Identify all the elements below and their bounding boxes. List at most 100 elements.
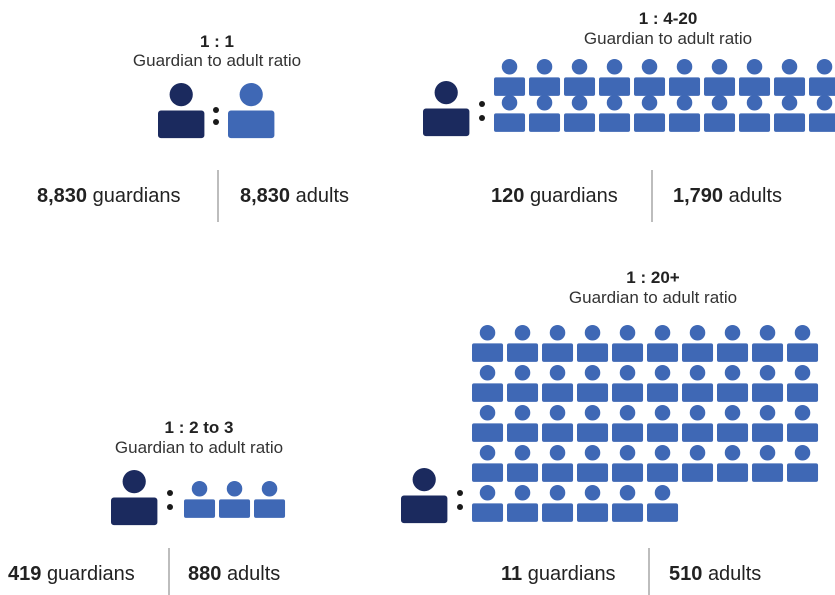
adult-icon	[219, 481, 251, 518]
stat-divider	[648, 548, 650, 595]
adult-icon	[739, 95, 771, 132]
stat-divider	[168, 548, 170, 595]
adult-icon	[612, 365, 644, 402]
adult-icon	[254, 481, 286, 518]
ratio-caption: Guardian to adult ratio	[114, 438, 284, 457]
adult-icon	[599, 59, 631, 96]
guardian-stat: 11 guardians	[501, 562, 616, 586]
ratio-colon-icon	[479, 101, 485, 121]
guardian-stat: 120 guardians	[491, 184, 618, 208]
adult-icon	[184, 481, 216, 518]
guardian-count: 11	[501, 563, 523, 585]
adult-stat: 1,790 adults	[673, 184, 782, 208]
ratio-colon-icon	[213, 107, 219, 125]
adult-icon	[529, 95, 561, 132]
guardian-count: 8,830	[37, 185, 88, 207]
adult-icon	[682, 405, 714, 442]
adult-icon	[682, 365, 714, 402]
ratio-colon-icon	[457, 490, 463, 510]
ratio-heading: 1 : 4-20	[638, 9, 698, 28]
guardian-word: guardians	[529, 185, 618, 207]
guardian-icon	[111, 470, 158, 526]
ratio-caption: Guardian to adult ratio	[568, 288, 738, 307]
adult-icon	[577, 445, 609, 482]
adult-stat: 510 adults	[669, 562, 761, 586]
adult-icon	[577, 365, 609, 402]
adult-icon	[787, 365, 819, 402]
adult-icon	[787, 445, 819, 482]
adult-icon	[717, 365, 749, 402]
adult-icon	[774, 95, 806, 132]
adult-icon	[682, 445, 714, 482]
adult-icon	[647, 365, 679, 402]
adult-icon	[577, 405, 609, 442]
adult-icon	[612, 325, 644, 362]
stat-divider	[651, 170, 653, 222]
adult-icon	[472, 405, 504, 442]
adult-icon	[704, 59, 736, 96]
adult-icon	[564, 59, 596, 96]
adult-count: 8,830	[240, 185, 291, 207]
adult-icon	[809, 59, 835, 96]
adult-icon	[669, 59, 701, 96]
adult-icon	[647, 445, 679, 482]
adult-icon	[542, 405, 574, 442]
adult-icon	[752, 405, 784, 442]
adult-icon	[472, 365, 504, 402]
guardian-count: 120	[491, 185, 525, 207]
adult-icon	[809, 95, 835, 132]
adult-icon	[507, 405, 539, 442]
ratio-heading: 1 : 2 to 3	[164, 418, 234, 437]
ratio-caption: Guardian to adult ratio	[583, 29, 753, 48]
ratio-heading: 1 : 20+	[626, 268, 680, 287]
adult-icon	[228, 83, 275, 139]
adult-icon	[507, 445, 539, 482]
guardian-icon	[423, 81, 470, 137]
adult-icon	[542, 445, 574, 482]
adult-word: adults	[707, 563, 762, 585]
adult-icon	[542, 365, 574, 402]
adult-icon	[717, 325, 749, 362]
adult-icon	[472, 485, 504, 522]
adult-icon	[542, 325, 574, 362]
adult-icon	[752, 365, 784, 402]
adult-icon	[739, 59, 771, 96]
adult-icon	[494, 59, 526, 96]
adult-word: adults	[295, 185, 349, 207]
adult-icon	[472, 325, 504, 362]
adult-icon	[472, 445, 504, 482]
adult-icon	[612, 405, 644, 442]
adult-word: adults	[226, 563, 281, 585]
adult-stat: 8,830 adults	[240, 184, 349, 208]
adult-icon	[647, 325, 679, 362]
guardian-word: guardians	[92, 185, 181, 207]
adult-stat: 880 adults	[188, 562, 280, 586]
adult-icon	[634, 59, 666, 96]
adult-icon	[507, 485, 539, 522]
adult-icon	[717, 445, 749, 482]
adult-icon	[612, 485, 644, 522]
adult-count: 510	[669, 563, 703, 585]
guardian-word: guardians	[527, 563, 616, 585]
adult-icon	[787, 325, 819, 362]
adult-icon	[494, 95, 526, 132]
ratio-heading: 1 : 1	[199, 32, 235, 51]
adult-icon	[669, 95, 701, 132]
adult-icon	[507, 325, 539, 362]
adult-icon	[647, 485, 679, 522]
adult-icon	[564, 95, 596, 132]
adult-icon	[634, 95, 666, 132]
adult-icon	[612, 445, 644, 482]
adult-icon	[647, 405, 679, 442]
adult-icon	[599, 95, 631, 132]
adult-count: 880	[188, 563, 222, 585]
adult-word: adults	[728, 185, 782, 207]
guardian-stat: 419 guardians	[8, 562, 135, 586]
adult-icon	[717, 405, 749, 442]
adult-icon	[529, 59, 561, 96]
adult-icon	[752, 445, 784, 482]
adult-icon	[542, 485, 574, 522]
guardian-word: guardians	[46, 563, 135, 585]
stat-divider	[217, 170, 219, 222]
